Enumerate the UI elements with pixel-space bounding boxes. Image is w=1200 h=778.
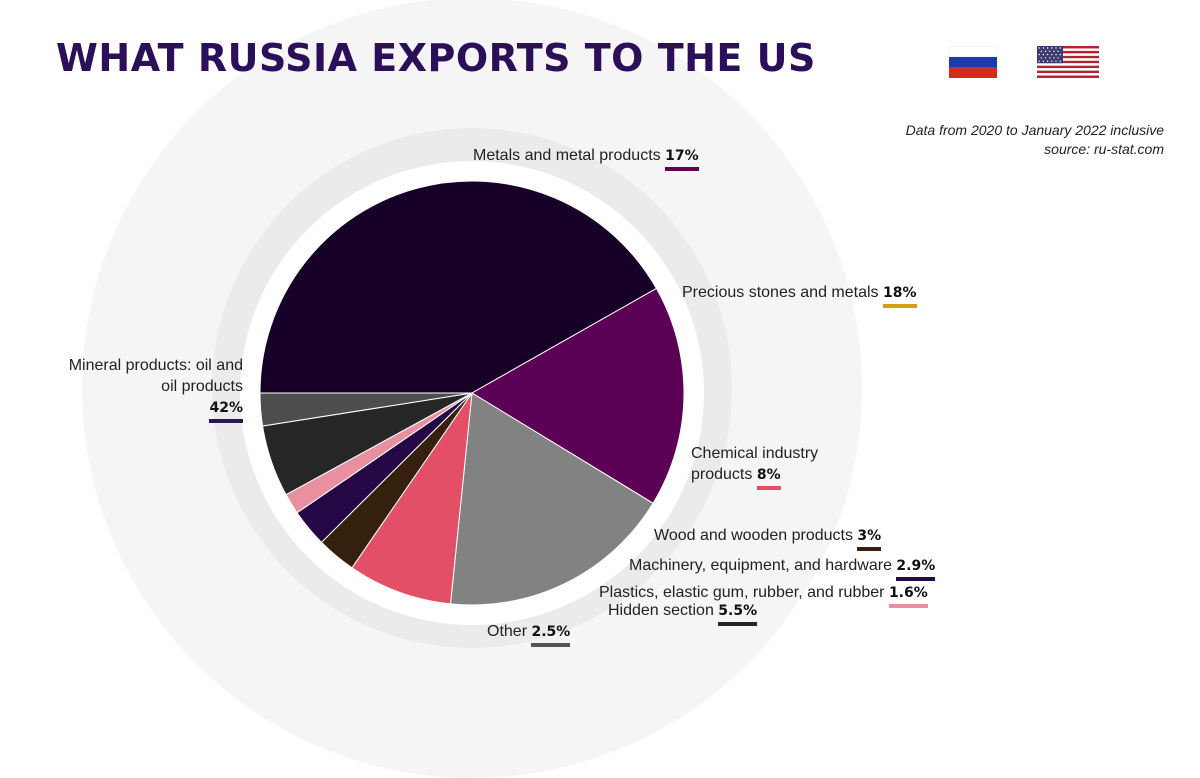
label-mineral-value: 42% [209, 400, 243, 423]
label-plastics: Plastics, elastic gum, rubber, and rubbe… [599, 582, 928, 608]
date-range-note: Data from 2020 to January 2022 inclusive [905, 122, 1164, 138]
pie-slices [259, 180, 685, 606]
label-hidden-text: Hidden section [608, 602, 714, 619]
label-mineral-line1: Mineral products: oil and [68, 357, 243, 374]
source-note: Data from 2020 to January 2022 inclusive… [906, 121, 1164, 159]
label-precious-text: Precious stones and metals [682, 284, 879, 301]
pie-slice-3 [351, 392, 473, 605]
label-plastics-text: Plastics, elastic gum, rubber, and rubbe… [599, 584, 885, 601]
label-chemical-line2: products [691, 466, 753, 483]
label-metals-text: Metals and metal products [473, 147, 661, 164]
label-machinery-value: 2.9% [896, 558, 936, 581]
usa-flag-icon [1037, 46, 1099, 78]
label-hidden: Hidden section 5.5% [608, 600, 758, 626]
source-text: source: ru-stat.com [1044, 141, 1164, 157]
pie-slice-8 [259, 392, 473, 427]
label-metals-value: 17% [665, 148, 699, 171]
label-mineral-line2: oil products [161, 378, 243, 395]
label-metals: Metals and metal products 17% [473, 145, 699, 171]
label-precious: Precious stones and metals 18% [682, 282, 917, 308]
label-other-text: Other [487, 623, 528, 640]
label-mineral: Mineral products: oil and oil products 4… [30, 355, 243, 423]
label-chemical-value: 8% [756, 467, 781, 490]
label-precious-value: 18% [883, 285, 917, 308]
label-chemical: Chemical industry products 8% [691, 443, 818, 490]
pie-slice-1 [471, 287, 685, 504]
label-machinery: Machinery, equipment, and hardware 2.9% [629, 555, 936, 581]
label-other: Other 2.5% [487, 621, 571, 647]
pie-chart [240, 161, 704, 625]
pie-slice-0 [259, 180, 658, 394]
russia-flag-icon [949, 46, 997, 78]
label-machinery-text: Machinery, equipment, and hardware [629, 557, 892, 574]
label-plastics-value: 1.6% [888, 585, 928, 608]
label-other-value: 2.5% [531, 624, 571, 647]
label-hidden-value: 5.5% [718, 603, 758, 626]
chart-title: WHAT RUSSIA EXPORTS TO THE US [56, 36, 816, 80]
label-chemical-line1: Chemical industry [691, 445, 819, 462]
label-wood: Wood and wooden products 3% [654, 525, 882, 551]
pie-slice-2 [449, 392, 654, 606]
label-wood-text: Wood and wooden products [654, 527, 853, 544]
label-wood-value: 3% [857, 528, 882, 551]
